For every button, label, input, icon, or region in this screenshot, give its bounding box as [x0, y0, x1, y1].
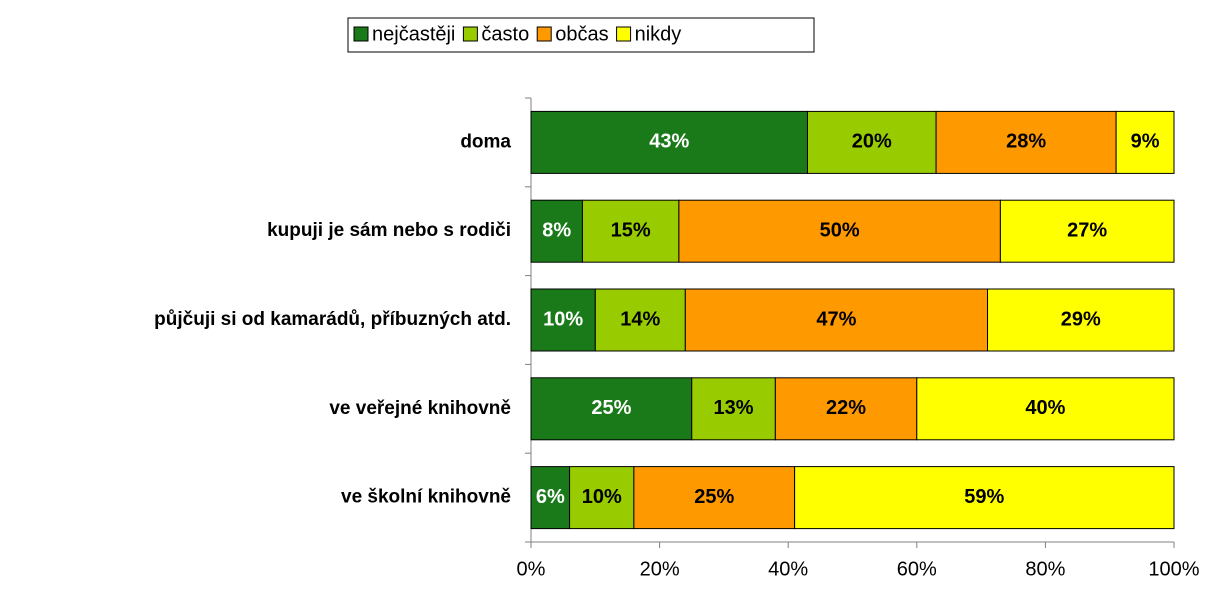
- value-label: 27%: [1067, 219, 1107, 241]
- value-label: 29%: [1061, 308, 1101, 330]
- category-label: ve školní knihovně: [341, 487, 511, 508]
- bar-segment: [987, 288, 1175, 352]
- x-tick-label: 0%: [517, 558, 546, 580]
- value-label: 8%: [542, 219, 571, 241]
- value-label: 20%: [852, 131, 892, 153]
- value-label: 40%: [1025, 397, 1065, 419]
- value-label: 22%: [826, 397, 866, 419]
- bar-segment: [633, 466, 796, 530]
- value-label: 14%: [620, 308, 660, 330]
- value-label: 59%: [964, 486, 1004, 508]
- category-label: půjčuji si od kamarádů, příbuzných atd.: [154, 309, 511, 330]
- bar-segment: [691, 377, 776, 441]
- legend-box: [347, 17, 815, 53]
- bar-segment: [530, 288, 596, 352]
- value-label: 25%: [591, 397, 631, 419]
- category-label: ve veřejné knihovně: [329, 398, 511, 419]
- legend-label: nejčastěji: [372, 23, 455, 45]
- value-label: 25%: [694, 486, 734, 508]
- value-label: 10%: [543, 308, 583, 330]
- bar-segment: [530, 199, 583, 263]
- value-label: 43%: [649, 131, 689, 153]
- value-label: 47%: [816, 308, 856, 330]
- value-label: 28%: [1006, 131, 1046, 153]
- legend-label: nikdy: [635, 23, 682, 45]
- legend-swatch: [353, 26, 369, 42]
- bar-segment: [999, 199, 1175, 263]
- legend-swatch: [462, 26, 478, 42]
- bar-segment: [594, 288, 686, 352]
- value-label: 15%: [611, 219, 651, 241]
- value-label: 9%: [1131, 131, 1160, 153]
- category-label: doma: [460, 131, 511, 152]
- bar-segment: [530, 377, 693, 441]
- bar-segment: [1115, 110, 1175, 174]
- bar-segment: [581, 199, 680, 263]
- legend-swatch: [616, 26, 632, 42]
- x-tick-label: 80%: [1025, 558, 1065, 580]
- x-tick-label: 40%: [768, 558, 808, 580]
- value-label: 50%: [820, 219, 860, 241]
- bar-segment: [794, 466, 1175, 530]
- bar-segment: [678, 199, 1001, 263]
- legend-swatch: [536, 26, 552, 42]
- legend-label: občas: [555, 23, 608, 45]
- bar-segment: [806, 110, 937, 174]
- value-label: 13%: [714, 397, 754, 419]
- value-label: 10%: [582, 486, 622, 508]
- bar-segment: [916, 377, 1175, 441]
- x-tick-label: 100%: [1148, 558, 1199, 580]
- value-label: 6%: [536, 486, 565, 508]
- bar-segment: [684, 288, 989, 352]
- x-tick-label: 20%: [640, 558, 680, 580]
- bar-segment: [530, 466, 571, 530]
- category-label: kupuji je sám nebo s rodiči: [267, 220, 511, 241]
- bar-segment: [774, 377, 918, 441]
- legend-label: často: [481, 23, 529, 45]
- x-tick-label: 60%: [897, 558, 937, 580]
